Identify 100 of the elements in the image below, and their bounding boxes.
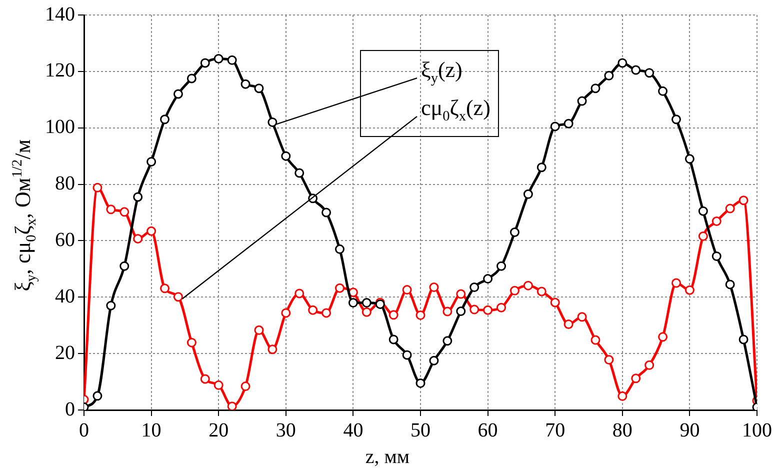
point xyxy=(133,234,143,244)
x-tick-label: 20 xyxy=(208,419,229,442)
point xyxy=(483,274,493,284)
point xyxy=(550,298,560,308)
y-tick-label: 120 xyxy=(45,60,75,82)
point xyxy=(160,284,170,294)
y-tick-label: 40 xyxy=(55,285,75,308)
point xyxy=(712,216,722,226)
point xyxy=(388,310,398,320)
point xyxy=(644,68,654,78)
y-tick-label: 100 xyxy=(45,116,75,138)
x-tick-label: 40 xyxy=(343,419,364,442)
point xyxy=(254,325,264,335)
point xyxy=(294,288,304,298)
point xyxy=(725,280,735,290)
point xyxy=(725,204,735,214)
point xyxy=(550,122,560,132)
point xyxy=(281,151,291,161)
point xyxy=(631,65,641,75)
point xyxy=(362,307,372,317)
point xyxy=(604,355,614,365)
point xyxy=(456,306,466,316)
point xyxy=(240,382,250,392)
point xyxy=(684,285,694,295)
point xyxy=(429,282,439,292)
point xyxy=(348,298,358,308)
point xyxy=(416,310,426,320)
point xyxy=(577,96,587,106)
point xyxy=(523,189,533,199)
y-tick-label: 80 xyxy=(55,172,75,195)
point xyxy=(120,207,130,217)
point xyxy=(564,118,574,128)
x-tick-label: 80 xyxy=(612,419,632,442)
point xyxy=(92,391,102,401)
x-tick-label: 30 xyxy=(276,419,296,442)
point xyxy=(644,360,654,370)
point xyxy=(618,391,628,401)
point xyxy=(120,261,130,271)
point xyxy=(362,298,372,308)
point xyxy=(334,283,344,293)
x-tick-label: 100 xyxy=(742,419,772,442)
point xyxy=(186,74,196,84)
point xyxy=(416,378,426,388)
point xyxy=(146,156,156,166)
point xyxy=(160,114,170,124)
point xyxy=(173,89,183,99)
point xyxy=(523,280,533,290)
point xyxy=(510,228,520,237)
point xyxy=(684,154,694,164)
point xyxy=(442,336,452,346)
point xyxy=(200,58,210,68)
point xyxy=(470,282,480,292)
point xyxy=(738,196,748,206)
point xyxy=(227,402,237,410)
point xyxy=(214,380,224,390)
point xyxy=(631,374,641,384)
point xyxy=(294,168,304,178)
point xyxy=(671,114,681,124)
point xyxy=(564,319,574,329)
point xyxy=(133,192,143,202)
point xyxy=(92,182,102,192)
point xyxy=(470,304,480,314)
point xyxy=(227,55,237,65)
x-tick-label: 0 xyxy=(79,419,89,442)
y-tick-label: 0 xyxy=(65,398,75,420)
y-tick-label: 140 xyxy=(45,3,75,26)
point xyxy=(268,344,278,354)
point xyxy=(618,58,628,68)
point xyxy=(496,302,506,312)
point xyxy=(240,79,250,89)
point xyxy=(402,285,412,295)
point xyxy=(388,334,398,344)
point xyxy=(322,308,332,318)
point xyxy=(658,86,668,96)
x-tick-label: 60 xyxy=(478,419,498,442)
point xyxy=(402,350,412,360)
point xyxy=(590,84,600,94)
x-tick-label: 90 xyxy=(680,419,700,442)
point xyxy=(200,374,210,384)
point xyxy=(186,338,196,348)
point xyxy=(254,84,264,94)
point xyxy=(281,308,291,318)
point xyxy=(334,244,344,254)
point xyxy=(106,300,116,310)
point xyxy=(442,306,452,316)
point xyxy=(308,305,318,315)
point xyxy=(322,208,332,218)
x-tick-label: 70 xyxy=(545,419,566,442)
point xyxy=(483,305,493,315)
point xyxy=(106,204,116,214)
point xyxy=(173,292,183,302)
point xyxy=(214,54,224,64)
point xyxy=(268,117,278,127)
point xyxy=(146,226,156,236)
x-axis-title: z, мм xyxy=(364,446,411,469)
point xyxy=(536,286,546,296)
point xyxy=(456,289,466,299)
point xyxy=(658,332,668,342)
point xyxy=(577,312,587,322)
point xyxy=(604,70,614,80)
